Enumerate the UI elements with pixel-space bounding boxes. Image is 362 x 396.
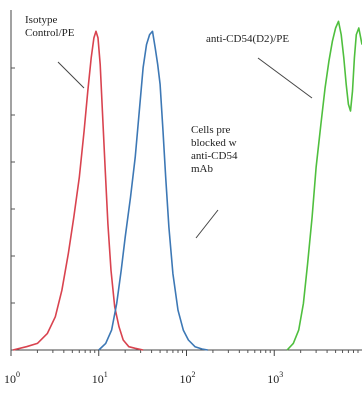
annotation-line: anti-CD54: [191, 150, 238, 162]
annotation-line: mAb: [191, 163, 213, 175]
x-tick-label: 100: [4, 370, 20, 386]
x-tick-label: 103: [267, 370, 283, 386]
annotation-line: Control/PE: [25, 27, 75, 39]
x-tick-label: 101: [92, 370, 108, 386]
annotation-pointer-blocked: [195, 209, 219, 239]
annotation-line: Isotype: [25, 14, 58, 26]
series-line-2: [98, 30, 208, 351]
x-tick-label: 102: [180, 370, 196, 386]
annotation-isotype-control: Isotype Control/PE: [25, 14, 75, 40]
series-line-3: [286, 20, 362, 351]
annotation-line: anti-CD54(D2)/PE: [206, 33, 290, 45]
annotation-anti-cd54: anti-CD54(D2)/PE: [206, 33, 289, 46]
annotation-pointer-anti-cd54: [257, 57, 313, 99]
annotation-blocked-cells: Cells pre blocked w anti-CD54 mAb: [191, 124, 237, 176]
annotation-line: blocked w: [191, 137, 237, 149]
annotation-line: Cells pre: [191, 124, 231, 136]
annotation-pointer-isotype: [57, 61, 85, 89]
series-line-1: [12, 30, 144, 351]
